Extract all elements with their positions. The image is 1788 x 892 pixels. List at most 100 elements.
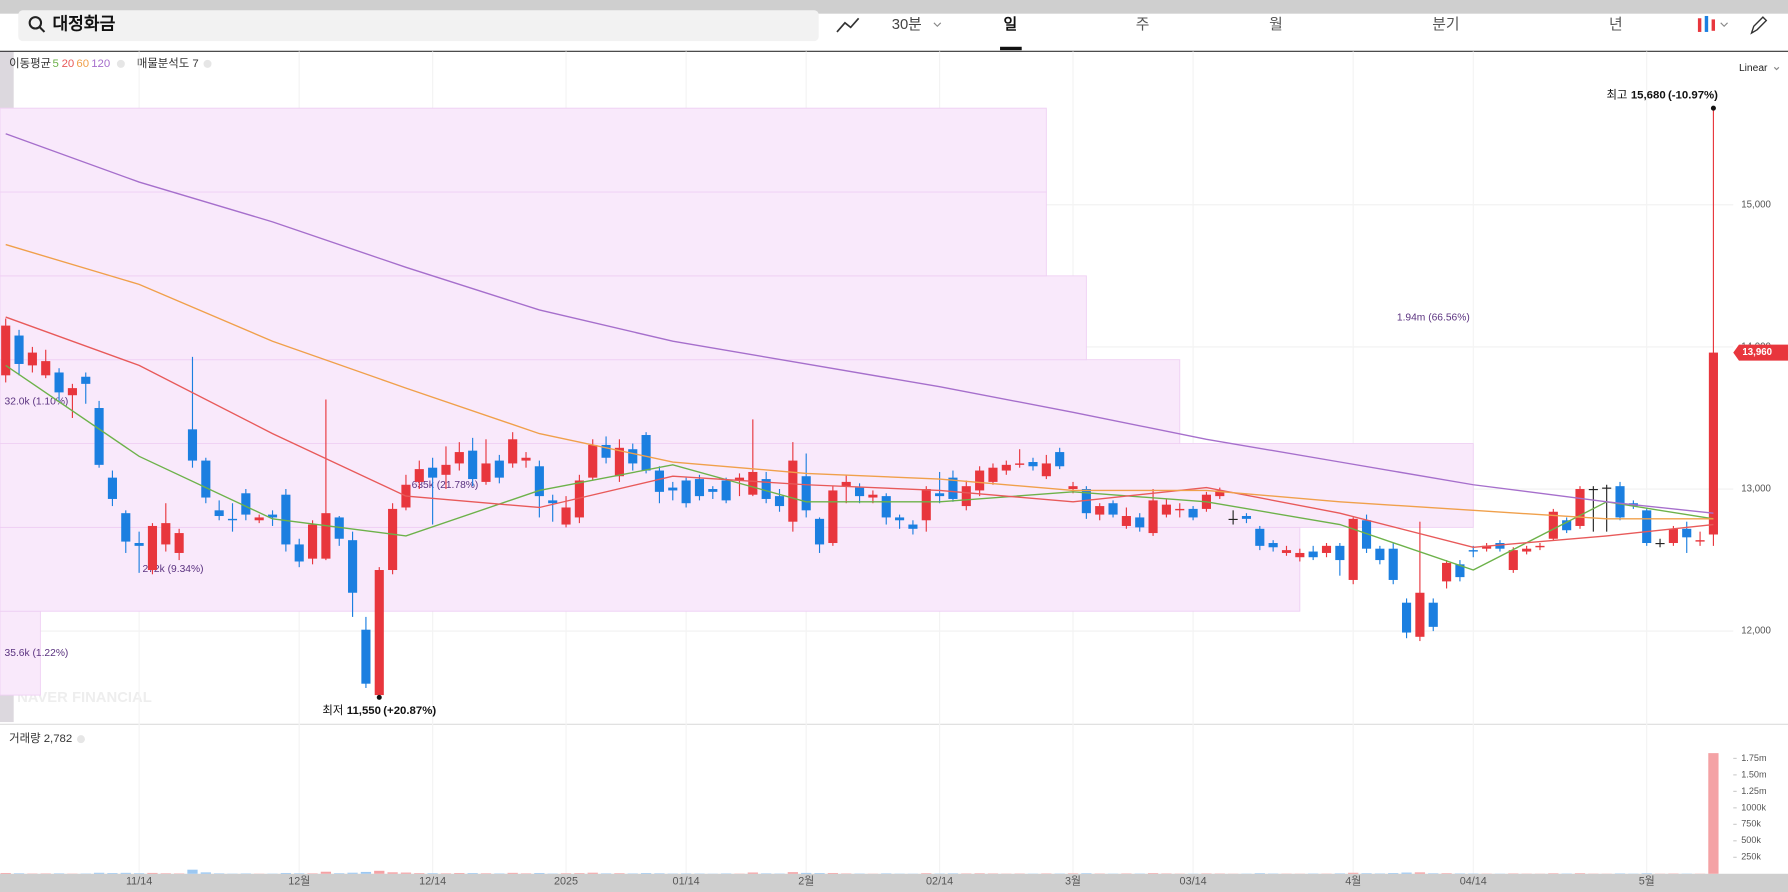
high-note-label: 최고 — [1606, 89, 1627, 102]
period-tab[interactable]: 주 — [1136, 17, 1150, 33]
x-tick-label: 3월 — [1065, 875, 1081, 888]
candle-body — [307, 524, 318, 559]
candle-body — [1148, 500, 1158, 534]
candle-body — [1188, 508, 1198, 518]
high-note: 최고 15,680 (-10.97%) — [1606, 89, 1718, 102]
candle-body — [1055, 452, 1065, 467]
volume-bar — [360, 871, 372, 874]
candle-body — [521, 457, 531, 461]
profile-label: 32.0k (1.10%) — [5, 396, 69, 407]
volume-bar — [654, 873, 665, 874]
x-tick-label: 04/14 — [1460, 876, 1487, 888]
profile-band — [0, 275, 1087, 361]
candle-body — [788, 460, 798, 522]
close-button[interactable] — [76, 735, 85, 744]
volume-bar — [974, 873, 985, 874]
volume-bar — [427, 873, 438, 874]
search-box[interactable] — [18, 10, 819, 42]
watermark: NAVER FINANCIAL — [17, 690, 152, 706]
profile-label: 635k (21.78%) — [412, 480, 479, 491]
candle-body — [1241, 516, 1252, 519]
candle-body — [881, 496, 891, 518]
candle-body — [988, 467, 998, 482]
candle-body — [734, 477, 745, 481]
candle-body — [107, 477, 117, 499]
chart-type-icon[interactable] — [1711, 19, 1716, 31]
chart-type-icon[interactable] — [1697, 18, 1702, 32]
close-button[interactable] — [203, 59, 212, 68]
low-note: 최저 11,550 (+20.87%) — [322, 704, 436, 717]
y-tick-label: 15,000 — [1741, 199, 1771, 210]
interval-select[interactable]: 30분 — [892, 17, 922, 33]
candle-body — [1615, 486, 1625, 518]
candle-body — [294, 544, 304, 562]
candle-body — [641, 435, 651, 471]
candle-body — [668, 487, 678, 491]
volume-bar — [200, 872, 211, 874]
low-note-label: 최저 — [322, 704, 343, 717]
candle-body — [1161, 504, 1171, 515]
y-tick-label: 13,000 — [1741, 484, 1771, 495]
draw-icon[interactable] — [1750, 16, 1768, 35]
moving-average-line — [5, 133, 1714, 514]
candle-body — [708, 489, 718, 492]
candle-body — [935, 493, 945, 497]
candle-body — [601, 444, 611, 458]
period-tab[interactable]: 일 — [1003, 16, 1017, 33]
candle-body — [174, 533, 184, 553]
candle-body — [81, 376, 91, 384]
candle-body — [1255, 528, 1265, 546]
volume-bar — [454, 872, 465, 874]
candle-body — [227, 518, 238, 521]
candle-body — [1041, 463, 1051, 477]
dropdown-arrow — [933, 22, 942, 28]
profile-band — [0, 359, 1181, 444]
x-tick-label: 4월 — [1345, 875, 1361, 888]
candle-body — [1695, 540, 1705, 542]
candle-body — [1495, 543, 1505, 549]
candle-body — [614, 447, 624, 477]
ma-legend-entry: 5 — [52, 58, 58, 70]
period-tab[interactable]: 월 — [1269, 16, 1283, 33]
scale-mode[interactable]: Linear — [1739, 63, 1768, 74]
ma-legend-entry: 120 — [91, 58, 110, 70]
dropdown-arrow — [1773, 66, 1780, 71]
candle-body — [201, 460, 211, 498]
candle-body — [1335, 545, 1345, 561]
profile-band — [0, 191, 1047, 277]
volume-tick-label: 500k — [1741, 835, 1761, 845]
volume-bar — [640, 873, 652, 874]
volume-bar — [1708, 753, 1719, 874]
volume-bar — [414, 873, 425, 874]
period-tab[interactable]: 분기 — [1432, 16, 1459, 33]
candle-body — [774, 496, 785, 507]
candle-body — [801, 476, 811, 511]
candle-body — [494, 460, 504, 478]
volume-tick-label: 1.25m — [1741, 786, 1766, 796]
candle-body — [1215, 490, 1225, 497]
search-query[interactable]: 대정화금 — [52, 15, 115, 34]
close-button[interactable] — [116, 59, 125, 68]
period-tab[interactable]: 년 — [1609, 16, 1623, 33]
candle-body — [828, 490, 838, 544]
volume-bar — [133, 873, 145, 874]
x-tick-label: 5월 — [1639, 875, 1655, 888]
y-tick-label: 12,000 — [1741, 626, 1771, 637]
candle-body — [1548, 511, 1558, 539]
candle-body — [548, 500, 558, 504]
candle-body — [1682, 528, 1692, 538]
candle-body — [1602, 487, 1612, 489]
profile-legend: 매물분석도 7 — [137, 57, 199, 70]
candle-body — [1668, 528, 1678, 544]
candle-body — [14, 335, 24, 364]
candle-body — [694, 479, 705, 497]
volume-bar — [347, 872, 358, 874]
indicator-icon[interactable] — [836, 17, 860, 33]
ma-legend-entry: 20 — [62, 58, 75, 70]
candle-body — [761, 479, 771, 499]
chart-type-icon[interactable] — [1704, 15, 1709, 32]
volume-bar — [280, 872, 292, 874]
profile-label: 272k (9.34%) — [143, 564, 204, 575]
candle-body — [1281, 550, 1292, 553]
volume-bar — [0, 872, 11, 874]
